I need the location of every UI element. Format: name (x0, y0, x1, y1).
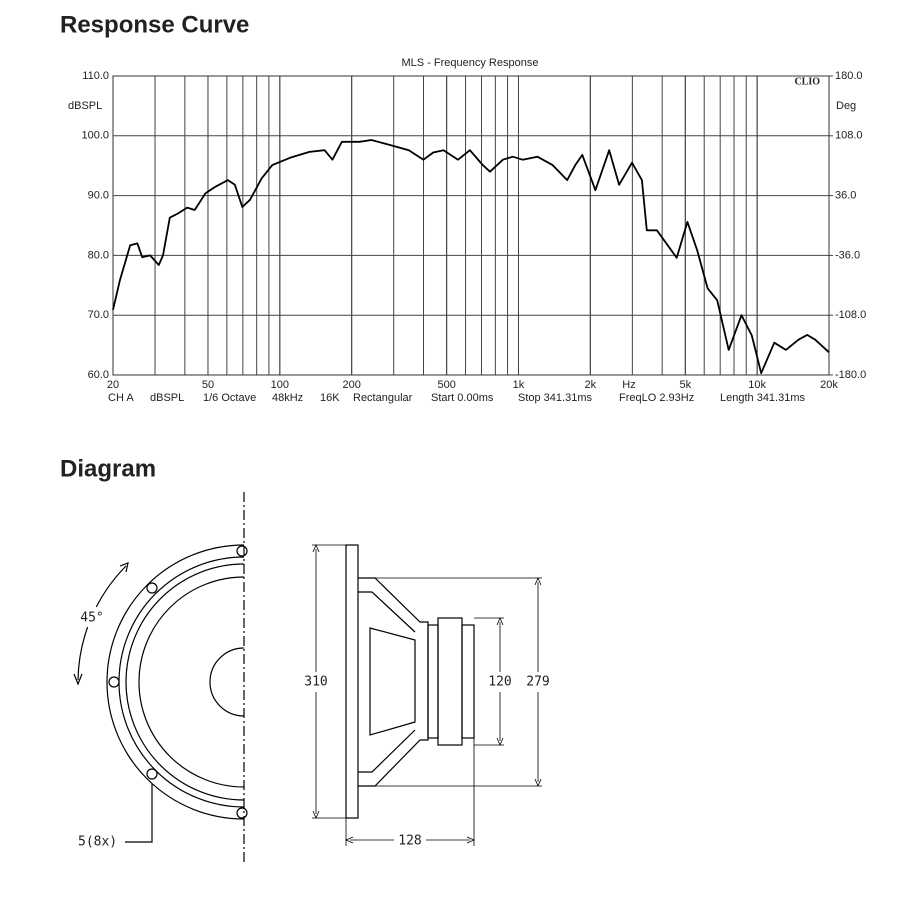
x-tick-label: 10k (748, 379, 766, 391)
info-label: 16K (320, 392, 340, 404)
x-tick-label: 2k (585, 379, 597, 391)
response-line (112, 139, 830, 375)
flange (345, 544, 359, 819)
y2-axis-label: Deg (836, 100, 856, 112)
y2-tick-label: -180.0 (835, 369, 866, 381)
x-tick-label: 20k (820, 379, 838, 391)
x-tick-label: 500 (437, 379, 455, 391)
x-tick-label: 1k (513, 379, 525, 391)
label-bg (486, 672, 514, 692)
hole (236, 807, 248, 819)
info-label: dBSPL (150, 392, 184, 404)
info-label: Rectangular (353, 392, 413, 404)
basket (358, 591, 416, 773)
label-bg (82, 607, 104, 627)
x-tick-label: 200 (342, 379, 360, 391)
hole (108, 676, 120, 688)
y-tick-label: 60.0 (88, 369, 109, 381)
leader (125, 784, 153, 843)
hole (146, 768, 158, 780)
magnet (427, 624, 439, 739)
info-label: Length 341.31ms (720, 392, 806, 404)
dimension-label: 128 (398, 834, 421, 849)
y-tick-label: 110.0 (82, 70, 109, 82)
arrow (73, 562, 129, 686)
heading: Response Curve (60, 11, 249, 38)
y2-tick-label: -36.0 (835, 249, 860, 261)
label-bg (522, 672, 552, 692)
chart-title: MLS - Frequency Response (402, 57, 539, 69)
brand: CLIO (794, 76, 820, 87)
magnet (461, 624, 475, 739)
y2-tick-label: 36.0 (835, 190, 856, 202)
hole (236, 545, 248, 557)
label-bg (300, 672, 330, 692)
cone (138, 576, 245, 788)
dimension-label: 120 (488, 675, 511, 690)
y-tick-label: 90.0 (88, 190, 109, 202)
rim (118, 556, 245, 808)
x-tick-label: 50 (202, 379, 214, 391)
dimension-label: 5(8x) (78, 835, 117, 850)
info-label: 1/6 Octave (203, 392, 256, 404)
y-axis-label: dBSPL (68, 100, 102, 112)
chart: MLS - Frequency Response CLIO dBSPL Deg … (68, 57, 866, 404)
diagram (73, 492, 542, 864)
dimension-label: 45° (80, 611, 103, 626)
y-tick-label: 70.0 (88, 309, 109, 321)
x-tick-label: 100 (271, 379, 289, 391)
basket (358, 577, 429, 787)
y-tick-label: 80.0 (88, 249, 109, 261)
dimension-label: 310 (304, 675, 327, 690)
dimension (344, 738, 476, 846)
y-tick-label: 100.0 (81, 130, 109, 142)
info-label: FreqLO 2.93Hz (619, 392, 694, 404)
x-tick-label: 20 (107, 379, 119, 391)
cone-side (369, 627, 416, 736)
info-label: Start 0.00ms (431, 392, 494, 404)
hole (146, 582, 158, 594)
y2-tick-label: 108.0 (835, 130, 863, 142)
rim (106, 544, 245, 820)
dimension (375, 576, 542, 788)
dust-cap (209, 647, 245, 717)
info-label: Stop 341.31ms (518, 392, 592, 404)
info-label: 48kHz (272, 392, 303, 404)
plot-frame (112, 75, 830, 376)
magnet (437, 617, 463, 746)
heading: Diagram (60, 455, 156, 482)
dimension-label: 279 (526, 675, 549, 690)
label-bg (394, 831, 426, 849)
x-tick-label: 5k (679, 379, 691, 391)
x-axis-label: Hz (622, 379, 635, 391)
y2-tick-label: -108.0 (835, 309, 866, 321)
surround (125, 563, 245, 801)
y2-tick-label: 180.0 (835, 70, 863, 82)
info-label: CH A (108, 392, 134, 404)
